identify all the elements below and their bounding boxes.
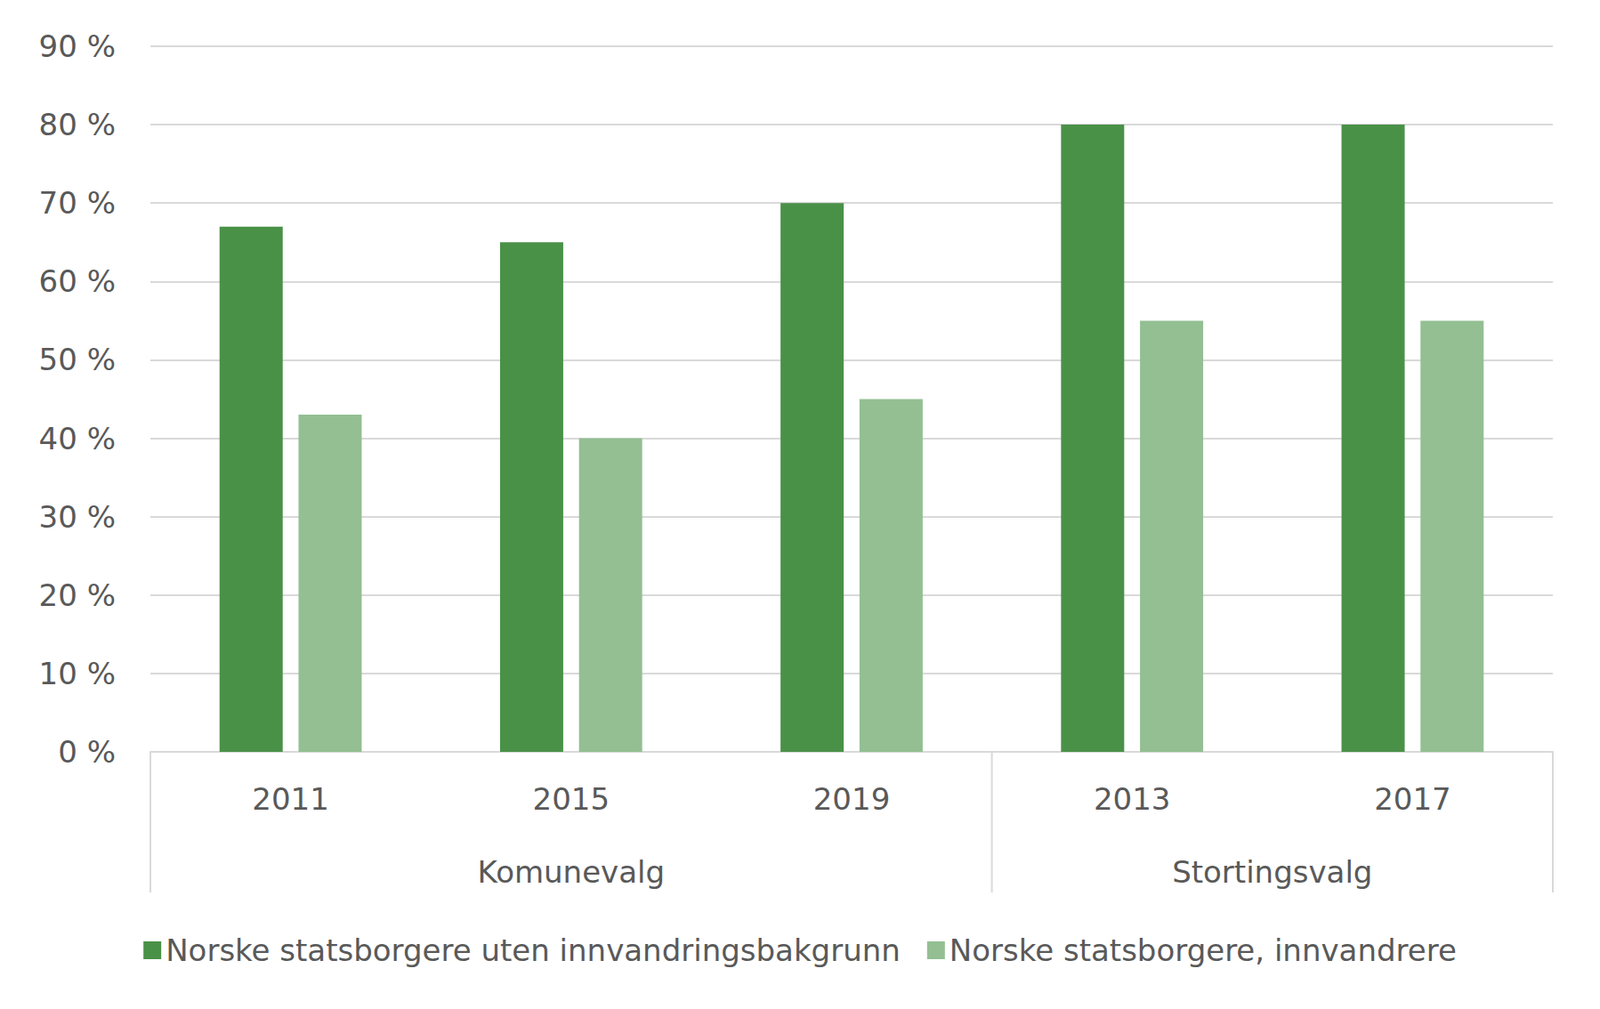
svg-text:2019: 2019 bbox=[813, 781, 891, 817]
svg-text:60 %: 60 % bbox=[39, 263, 116, 299]
svg-text:40 %: 40 % bbox=[39, 420, 116, 457]
svg-text:Norske statsborgere, innvandre: Norske statsborgere, innvandrere bbox=[949, 932, 1457, 969]
svg-text:2011: 2011 bbox=[251, 781, 330, 817]
svg-text:Stortingsvalg: Stortingsvalg bbox=[1171, 854, 1373, 890]
svg-text:80 %: 80 % bbox=[39, 106, 116, 143]
svg-text:30 %: 30 % bbox=[39, 499, 116, 535]
svg-text:90 %: 90 % bbox=[39, 28, 116, 65]
svg-text:0 %: 0 % bbox=[57, 734, 116, 770]
svg-text:2015: 2015 bbox=[533, 781, 611, 817]
svg-text:Komunevalg: Komunevalg bbox=[477, 854, 666, 890]
svg-text:20 %: 20 % bbox=[39, 577, 116, 614]
svg-text:2013: 2013 bbox=[1093, 781, 1172, 817]
svg-text:50 %: 50 % bbox=[39, 341, 116, 378]
svg-text:2017: 2017 bbox=[1373, 781, 1452, 817]
svg-text:10 %: 10 % bbox=[39, 655, 116, 692]
svg-text:Norske statsborgere uten innva: Norske statsborgere uten innvandringsbak… bbox=[165, 932, 901, 969]
svg-text:70 %: 70 % bbox=[39, 185, 116, 221]
